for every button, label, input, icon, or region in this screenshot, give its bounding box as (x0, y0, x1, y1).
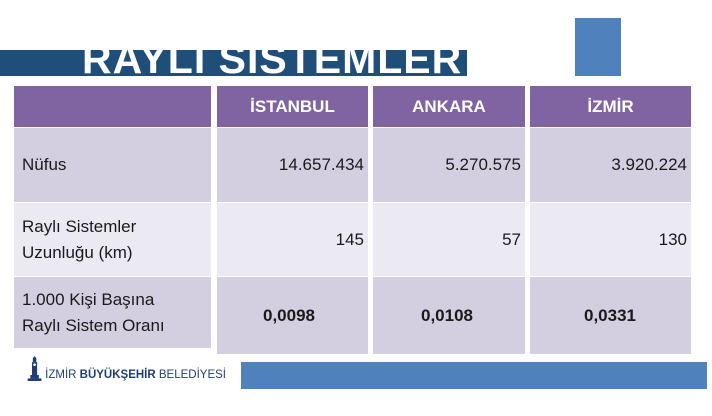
logo-text: İZMİR BÜYÜKŞEHİR BELEDİYESİ (45, 369, 226, 381)
value-izmir-oran: 0,0331 (530, 277, 691, 354)
izmir-buyuksehir-logo: İZMİR BÜYÜKŞEHİR BELEDİYESİ (26, 354, 226, 384)
row-label-oran: 1.000 Kişi Başına Raylı Sistem Oranı (14, 277, 211, 348)
title-band (0, 50, 467, 76)
header-izmir: İZMİR (530, 86, 691, 127)
row-label-rayli-sistemler-uzunlugu: Raylı Sistemler Uzunluğu (km) (14, 203, 211, 276)
value-istanbul-uzunluk: 145 (217, 203, 368, 276)
value-ankara-uzunluk: 57 (373, 203, 525, 276)
header-empty-cell (14, 86, 211, 127)
value-izmir-uzunluk: 130 (530, 203, 691, 276)
value-istanbul-nufus: 14.657.434 (217, 128, 368, 202)
clock-tower-icon (27, 356, 42, 381)
value-izmir-nufus: 3.920.224 (530, 128, 691, 202)
slide-title: RAYLI SİSTEMLER (82, 36, 463, 82)
value-ankara-nufus: 5.270.575 (373, 128, 525, 202)
header-ankara: ANKARA (373, 86, 525, 127)
footer-bar (241, 362, 707, 389)
value-ankara-oran: 0,0108 (373, 277, 525, 354)
header-istanbul: İSTANBUL (217, 86, 368, 127)
row-label-nufus: Nüfus (14, 128, 211, 202)
decorative-square (575, 18, 621, 76)
value-istanbul-oran: 0,0098 (217, 277, 368, 354)
